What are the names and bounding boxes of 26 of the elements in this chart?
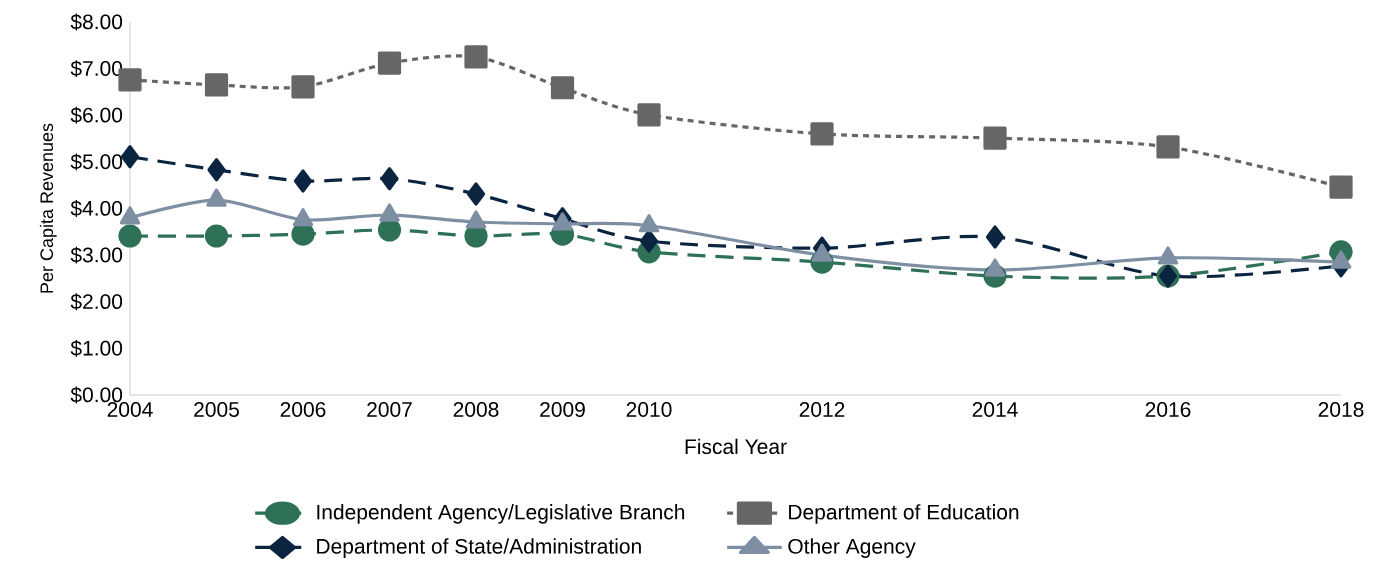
x-tick-label: 2004: [107, 402, 153, 417]
legend-label: Other Agency: [788, 538, 916, 558]
x-tick-label: 2012: [799, 402, 845, 417]
x-tick-label: 2016: [1145, 402, 1191, 417]
y-tick-label: $0.00: [70, 386, 123, 404]
y-axis-title: Per Capita Revenues: [39, 123, 57, 293]
y-tick-label: $3.00: [70, 246, 123, 264]
x-axis-title: Fiscal Year: [685, 438, 787, 455]
legend-label: Department of State/Administration: [317, 538, 641, 558]
x-tick-label: 2005: [194, 402, 239, 417]
x-tick-label: 2014: [972, 402, 1018, 417]
y-tick-label: $2.00: [70, 293, 123, 311]
x-tick-label: 2010: [626, 402, 672, 417]
x-tick-label: 2006: [280, 402, 326, 417]
y-tick-label: $7.00: [70, 60, 123, 78]
y-tick-label: $5.00: [70, 153, 123, 171]
y-tick-label: $4.00: [70, 200, 123, 217]
y-tick-label: $6.00: [70, 106, 123, 124]
y-tick-label: $1.00: [70, 339, 123, 357]
x-tick-label: 2018: [1318, 402, 1364, 417]
y-tick-label: $8.00: [70, 13, 123, 31]
legend-label: Department of Education: [789, 504, 1019, 524]
x-tick-label: 2009: [540, 402, 585, 417]
legend-label: Independent Agency/Legislative Branch: [317, 504, 685, 524]
x-tick-label: 2008: [453, 402, 499, 417]
x-tick-label: 2007: [367, 402, 412, 417]
